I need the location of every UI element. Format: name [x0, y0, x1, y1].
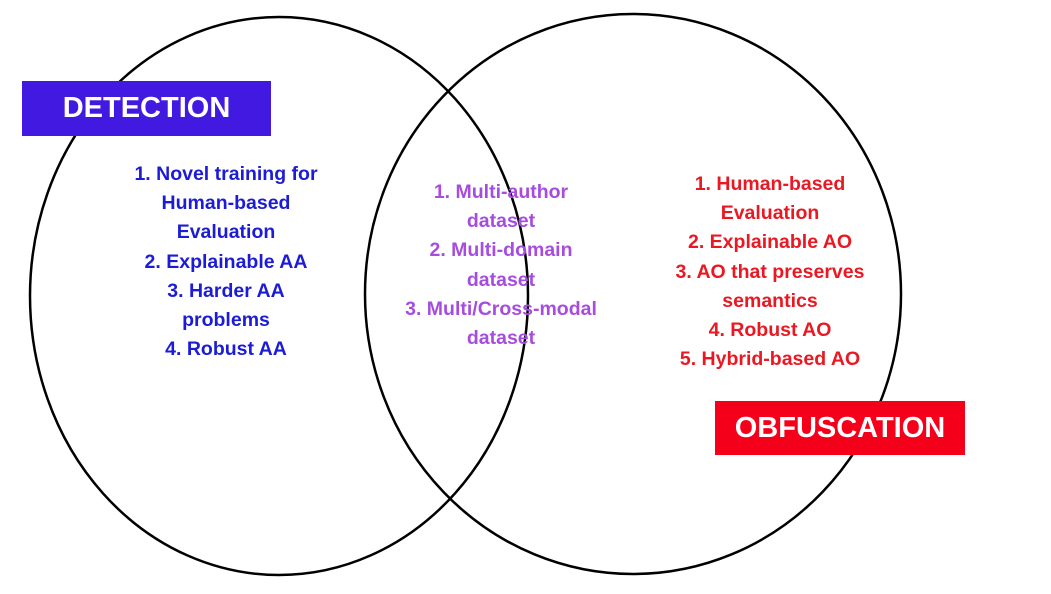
obfuscation-label-text: OBFUSCATION — [734, 411, 946, 444]
list-item: 1. Human-based — [694, 173, 846, 195]
obfuscation-label: OBFUSCATION — [715, 401, 965, 455]
list-item: 4. Robust AO — [708, 319, 832, 342]
detection-circle — [28, 15, 530, 577]
detection-item-list: 1. Novel training for Human-based Evalua… — [108, 160, 344, 364]
list-item: 3. AO that preserves — [675, 260, 865, 283]
list-item: 2. Explainable AA — [144, 250, 308, 273]
obfuscation-item-list: 1. Human-based Evaluation 2. Explainable… — [650, 170, 890, 374]
list-item: Evaluation — [720, 202, 820, 225]
list-item: Human-based — [161, 192, 291, 215]
detection-label: DETECTION — [22, 81, 271, 136]
list-item: 2. Explainable AO — [688, 231, 852, 254]
list-item: problems — [182, 309, 270, 332]
list-item: dataset — [466, 327, 536, 350]
list-item: 3. Harder AA — [167, 279, 285, 302]
list-item: dataset — [466, 210, 536, 233]
list-item: Evaluation — [176, 221, 276, 244]
list-item: semantics — [722, 289, 818, 312]
list-item: 4. Robust AA — [165, 338, 287, 361]
list-item: dataset — [466, 268, 536, 291]
list-item: 1. Multi-author — [433, 181, 569, 203]
shared-item-list: 1. Multi-author dataset 2. Multi-domain … — [376, 178, 626, 353]
detection-label-text: DETECTION — [62, 92, 231, 124]
list-item: 5. Hybrid-based AO — [679, 348, 861, 371]
list-item: 3. Multi/Cross-modal — [405, 297, 597, 320]
list-item: 1. Novel training for — [134, 163, 318, 185]
obfuscation-circle — [363, 12, 903, 576]
list-item: 2. Multi-domain — [429, 239, 573, 262]
